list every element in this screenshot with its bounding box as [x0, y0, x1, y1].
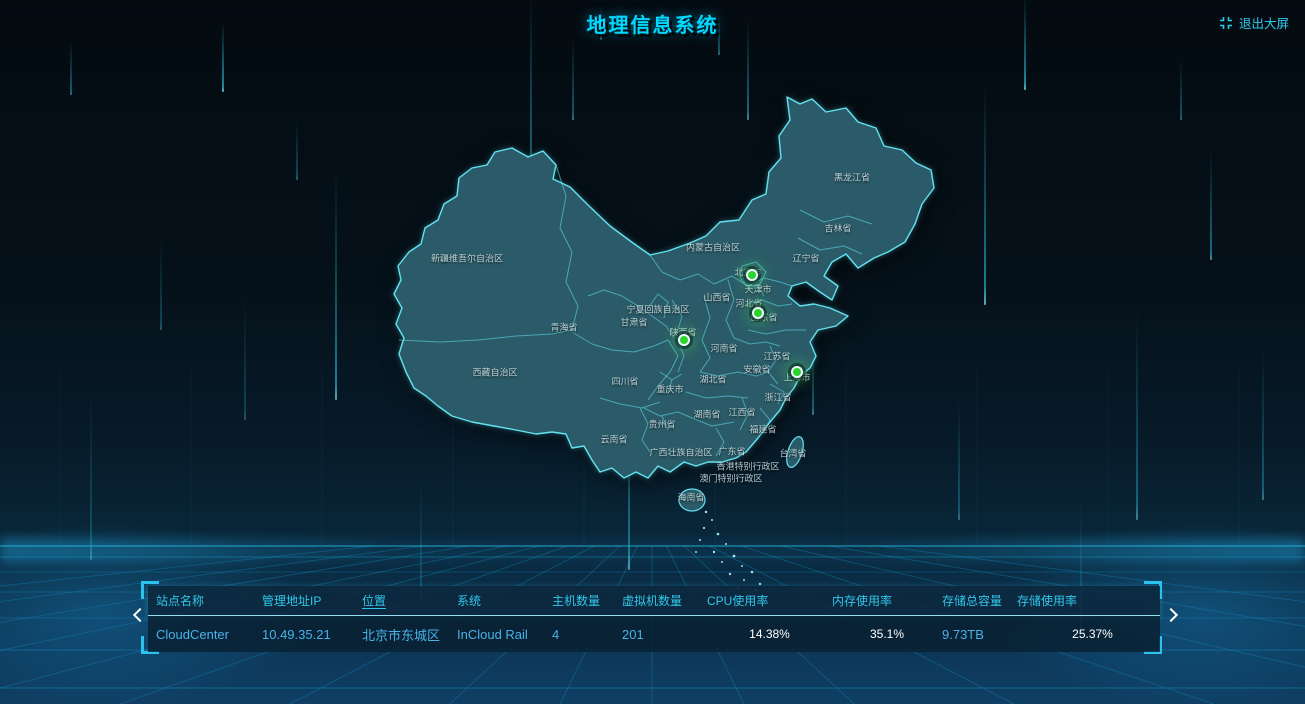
table-cell: 35.1%: [869, 627, 905, 641]
table-cell: 4: [552, 626, 560, 642]
title-bar: 地理信息系统 退出大屏: [0, 0, 1305, 40]
hainan-island[interactable]: [678, 488, 706, 512]
column-header: 虚拟机数量: [622, 594, 683, 608]
table-cell: 9.73TB: [942, 626, 984, 642]
table-cell: InCloud Rail: [457, 626, 528, 642]
table-cell: 北京市东城区: [362, 627, 441, 643]
province-borders: [398, 164, 873, 457]
table-cell: 25.37%: [1072, 627, 1113, 641]
column-header: 位置: [362, 594, 387, 608]
site-table: 站点名称 管理地址IP 位置 系统 主机数量 虚拟机数量 CPU使用率 内存使用率 存储总容量存…: [148, 586, 1160, 652]
table-header-row: 站点名称 管理地址IP 位置 系统 主机数量 虚拟机数量 CPU使用率 内存使用率 存储总容量存…: [148, 586, 1160, 616]
table-cell: CloudCenter: [156, 626, 229, 642]
site-marker[interactable]: [752, 307, 764, 319]
table-row[interactable]: CloudCenter 10.49.35.21 北京市东城区 InCloud Rail…: [148, 616, 1160, 652]
table-cell: 201: [622, 626, 644, 642]
fullscreen-exit-icon: [1219, 16, 1232, 29]
exit-fullscreen-button[interactable]: 退出大屏: [1219, 13, 1289, 32]
site-marker[interactable]: [678, 334, 690, 346]
chevron-right-icon[interactable]: [1163, 604, 1187, 628]
site-marker[interactable]: [791, 366, 803, 378]
site-marker[interactable]: [746, 269, 758, 281]
column-header: 主机数量: [552, 594, 601, 608]
column-header: 存储总容量: [942, 594, 1003, 608]
table-cell: 10.49.35.21: [262, 626, 331, 642]
china-country-shape[interactable]: [393, 96, 935, 479]
column-header: 站点名称: [156, 594, 205, 608]
column-header: CPU使用率: [707, 594, 769, 608]
table-cell: 14.38%: [749, 627, 790, 641]
column-header: 管理地址IP: [262, 594, 322, 608]
column-header: 存储使用率: [1017, 594, 1078, 608]
column-header: 系统: [457, 594, 482, 608]
taiwan-island[interactable]: [783, 435, 806, 470]
exit-fullscreen-label: 退出大屏: [1238, 17, 1289, 31]
column-header: 内存使用率: [832, 594, 893, 608]
chevron-left-icon[interactable]: [126, 604, 150, 628]
page-title: 地理信息系统: [586, 15, 719, 37]
